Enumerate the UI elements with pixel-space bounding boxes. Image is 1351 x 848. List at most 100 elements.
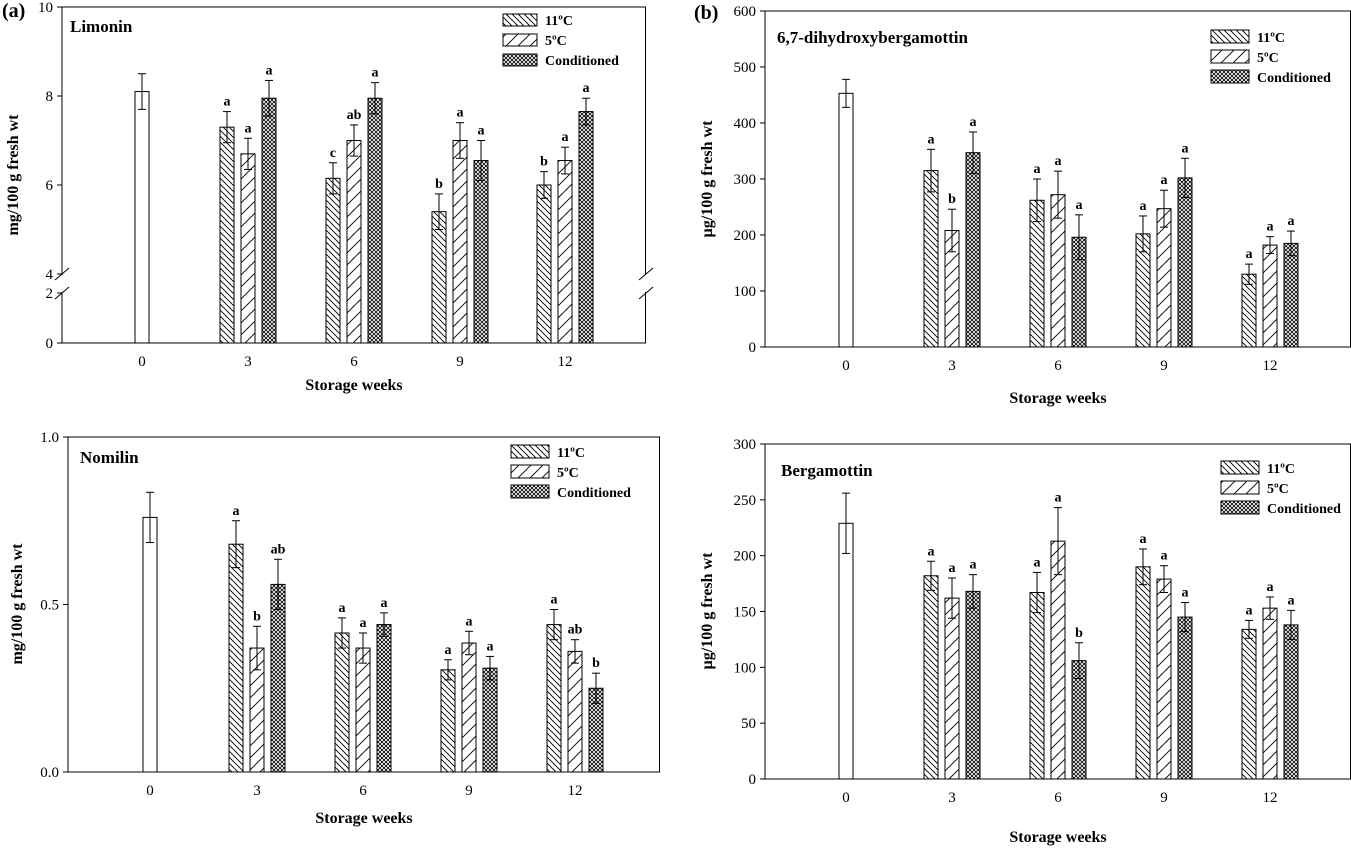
bar-series-2 bbox=[1156, 208, 1172, 348]
significance-label: a bbox=[583, 81, 590, 96]
bar-series-2 bbox=[355, 647, 371, 773]
bar-series-1 bbox=[325, 177, 341, 344]
x-tick-label: 3 bbox=[244, 354, 252, 370]
significance-label: a bbox=[1246, 247, 1253, 262]
legend-swatch-2 bbox=[1210, 49, 1250, 64]
axis-break-mark bbox=[638, 267, 654, 281]
limonin-chart: 0 2 4 6 8 10 0 3 6 9 12 Storage weeks mg/100 g fresh… bbox=[5, 0, 660, 394]
x-axis-label: Storage weeks bbox=[1009, 829, 1106, 846]
significance-label: a bbox=[381, 596, 388, 611]
legend-swatch-3 bbox=[510, 484, 550, 499]
bar-series-3 bbox=[965, 152, 981, 348]
significance-label: a bbox=[562, 130, 569, 145]
bar-series-3 bbox=[1283, 242, 1299, 348]
significance-label: b bbox=[948, 192, 956, 207]
significance-label: a bbox=[1267, 580, 1274, 595]
significance-label: a bbox=[1246, 603, 1253, 618]
bar-series-3 bbox=[578, 111, 594, 344]
y-tick-label: 0.0 bbox=[40, 765, 59, 781]
significance-label: a bbox=[1055, 491, 1062, 506]
y-tick-label: 1.0 bbox=[40, 430, 59, 446]
dhb-chart: 0 100 200 300 400 500 600 0 3 6 9 12 Storage weeks µg… bbox=[699, 4, 1351, 407]
significance-label: b bbox=[1075, 626, 1083, 641]
bar-series-1 bbox=[923, 575, 939, 780]
y-axis-label: µg/100 g fresh wt bbox=[699, 120, 716, 238]
x-tick-label: 9 bbox=[1160, 790, 1168, 806]
bar-series-3 bbox=[473, 160, 489, 344]
significance-label: a bbox=[1034, 162, 1041, 177]
y-tick-label: 10 bbox=[38, 0, 53, 16]
significance-label: ab bbox=[271, 542, 286, 557]
x-tick-label: 3 bbox=[948, 358, 956, 374]
y-tick-label: 600 bbox=[734, 4, 757, 20]
significance-label: a bbox=[928, 544, 935, 559]
bergamottin-chart: 0 50 100 150 200 250 300 0 3 6 9 12 Storage weeks µg/… bbox=[699, 437, 1351, 846]
significance-label: a bbox=[245, 121, 252, 136]
bar-series-2 bbox=[1262, 244, 1278, 348]
bar-series-2 bbox=[557, 160, 573, 344]
significance-label: a bbox=[970, 115, 977, 130]
y-tick-label: 100 bbox=[734, 284, 757, 300]
y-tick-label: 300 bbox=[734, 437, 757, 453]
significance-label: a bbox=[339, 601, 346, 616]
bar-series-2 bbox=[461, 642, 477, 773]
panel-label-a: (a) bbox=[2, 0, 25, 22]
significance-label: a bbox=[1140, 532, 1147, 547]
y-tick-label: 8 bbox=[46, 89, 54, 105]
bar-series-1 bbox=[923, 170, 939, 348]
bar-series-2 bbox=[240, 153, 256, 344]
legend-label-1: 11ºC bbox=[1267, 462, 1295, 477]
significance-label: b bbox=[592, 656, 600, 671]
x-tick-label: 3 bbox=[948, 790, 956, 806]
legend-label-1: 11ºC bbox=[557, 446, 585, 461]
bar-week-0 bbox=[134, 91, 150, 344]
x-tick-label: 12 bbox=[1263, 790, 1278, 806]
bar-series-2 bbox=[567, 650, 583, 773]
significance-label: ab bbox=[568, 623, 583, 638]
legend-swatch-3 bbox=[1210, 69, 1250, 84]
legend-label-2: 5ºC bbox=[545, 34, 567, 49]
significance-label: a bbox=[928, 132, 935, 147]
x-axis-label: Storage weeks bbox=[315, 810, 412, 827]
x-tick-label: 0 bbox=[842, 790, 850, 806]
legend-label-2: 5ºC bbox=[557, 466, 579, 481]
y-tick-label: 2 bbox=[46, 286, 54, 302]
y-tick-label: 0 bbox=[749, 340, 757, 356]
legend-swatch-2 bbox=[1220, 480, 1260, 495]
x-tick-label: 0 bbox=[146, 783, 154, 799]
bar-series-3 bbox=[1177, 177, 1193, 348]
chart-title: Nomilin bbox=[80, 448, 139, 467]
x-axis-label: Storage weeks bbox=[1009, 390, 1106, 407]
bar-series-3 bbox=[376, 624, 392, 773]
significance-label: a bbox=[466, 614, 473, 629]
nomilin-chart: 0.0 0.5 1.0 0 3 6 9 12 Storage weeks mg/100 g fre… bbox=[9, 430, 660, 827]
bar-series-2 bbox=[1050, 540, 1066, 780]
legend-label-3: Conditioned bbox=[1257, 71, 1331, 86]
significance-label: a bbox=[551, 593, 558, 608]
x-tick-label: 3 bbox=[253, 783, 261, 799]
x-tick-label: 6 bbox=[1054, 358, 1062, 374]
y-tick-label: 200 bbox=[734, 549, 757, 565]
significance-label: a bbox=[360, 616, 367, 631]
significance-label: ab bbox=[347, 108, 362, 123]
bar-week-0 bbox=[142, 516, 158, 773]
legend-label-3: Conditioned bbox=[545, 54, 619, 69]
x-axis-label: Storage weeks bbox=[305, 377, 402, 394]
significance-label: a bbox=[478, 124, 485, 139]
significance-label: c bbox=[330, 146, 336, 161]
bar-series-3 bbox=[270, 583, 286, 773]
significance-label: a bbox=[233, 504, 240, 519]
bar-series-2 bbox=[346, 140, 362, 344]
bar-series-2 bbox=[452, 140, 468, 344]
significance-label: a bbox=[1161, 549, 1168, 564]
y-tick-label: 4 bbox=[46, 267, 54, 283]
bar-series-3 bbox=[965, 590, 981, 780]
x-tick-label: 6 bbox=[1054, 790, 1062, 806]
bar-series-1 bbox=[440, 669, 456, 773]
bar-series-2 bbox=[944, 597, 960, 780]
bar-series-2 bbox=[1262, 607, 1278, 780]
significance-label: a bbox=[372, 66, 379, 81]
y-axis-label: µg/100 g fresh wt bbox=[699, 552, 716, 670]
y-tick-label: 300 bbox=[734, 172, 757, 188]
